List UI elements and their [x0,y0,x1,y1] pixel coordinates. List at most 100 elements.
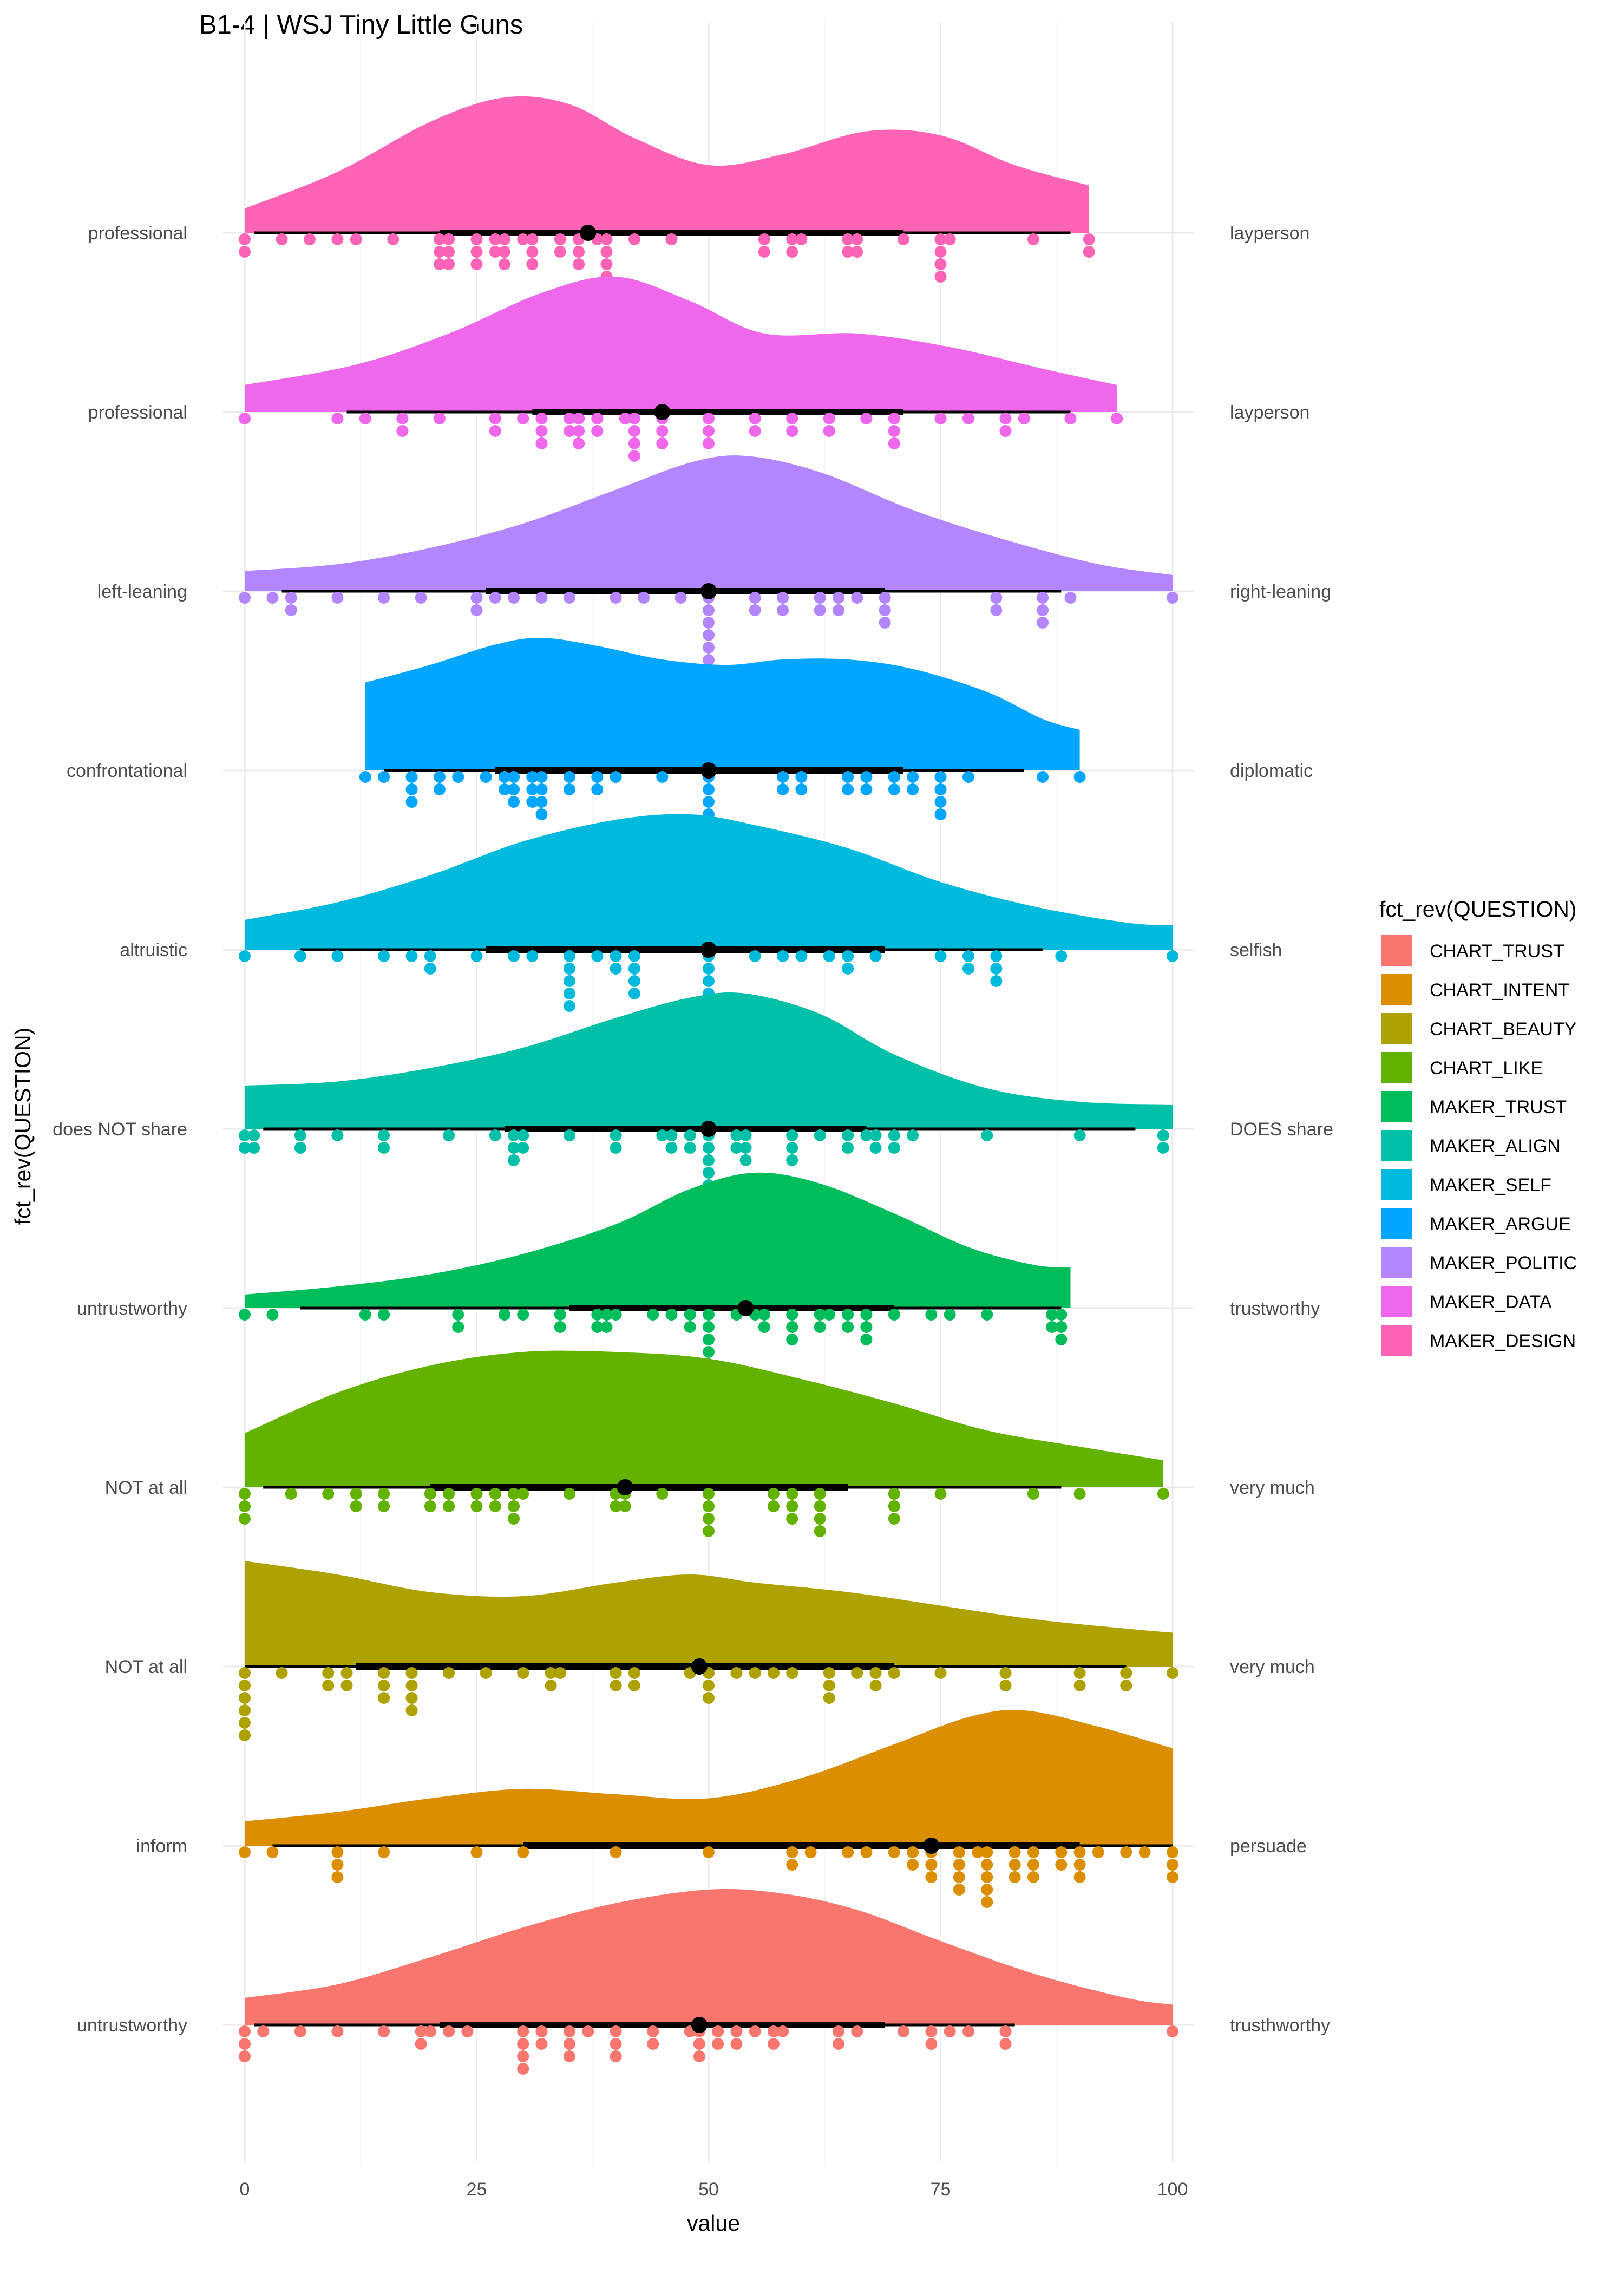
data-point [1157,1129,1169,1141]
data-point [981,1896,993,1908]
data-point [823,413,835,424]
data-point [452,771,464,783]
right-anchor-label: very much [1230,1478,1315,1498]
data-point [814,1488,826,1500]
data-point [1027,1871,1039,1883]
data-point [554,1321,566,1333]
data-point [470,604,483,616]
data-point [489,1500,501,1512]
data-point [331,2025,344,2037]
density-cloud [365,637,1080,770]
data-point [563,988,575,999]
data-point [981,1871,993,1883]
data-point [470,1488,483,1500]
data-point [517,1846,529,1858]
series-maker_design [239,96,1095,283]
data-point [535,783,548,795]
data-point [786,1334,798,1345]
data-point [888,1488,900,1500]
data-point [517,2063,529,2075]
data-point [405,1704,418,1716]
data-point [999,2038,1012,2050]
data-point [665,233,678,245]
data-point [962,771,974,783]
data-point [1073,1667,1086,1679]
data-point [1055,1321,1068,1333]
data-point [860,783,873,795]
data-point [860,771,873,783]
data-point [758,1321,770,1333]
data-point [703,654,715,666]
right-anchor-label: layperson [1230,223,1309,244]
data-point [749,425,761,437]
data-point [860,1309,873,1321]
data-point [934,1667,947,1679]
data-point [1120,1680,1132,1691]
data-point [962,413,974,424]
data-point [981,1309,993,1321]
data-point [239,592,251,604]
left-anchor-label: professional [88,402,187,423]
density-cloud [245,1710,1173,1846]
data-point [758,246,770,258]
data-point [573,437,585,449]
data-point [860,413,873,424]
median-point [923,1838,940,1854]
data-point [480,771,492,783]
data-point [786,1309,798,1321]
data-point [266,592,279,604]
data-point [563,963,575,975]
data-point [628,1667,640,1679]
data-point [239,1667,251,1679]
data-point [999,413,1012,424]
data-point [294,1142,306,1154]
data-point [378,1846,390,1858]
data-point [730,1667,743,1679]
data-point [1064,413,1077,424]
data-point [972,1846,984,1858]
data-point [563,783,575,795]
data-point [888,771,900,783]
data-point [1027,1859,1039,1871]
data-point [331,413,344,424]
data-point [470,233,483,245]
data-point [860,1334,873,1345]
data-point [814,1500,826,1512]
data-point [554,1309,566,1321]
data-point [433,413,446,424]
legend-key-maker_align [1381,1130,1412,1161]
data-point [777,783,789,795]
data-point [545,1667,557,1679]
data-point [405,950,418,962]
data-point [990,592,1003,604]
series-chart_intent [239,1710,1178,1908]
data-point [424,963,436,975]
data-point [1092,1846,1104,1858]
data-point [535,425,548,437]
data-point [999,1667,1012,1679]
data-point [387,233,400,245]
legend-label: MAKER_ARGUE [1430,1214,1571,1234]
data-point [814,1321,826,1333]
data-point [990,975,1003,987]
data-point [842,1142,854,1154]
data-point [647,2025,659,2037]
data-point [526,783,539,795]
median-point [700,583,717,599]
data-point [563,1000,575,1012]
data-point [869,950,882,962]
data-point [526,258,539,270]
x-tick-label: 75 [931,2179,951,2200]
data-point [573,258,585,270]
data-point [239,1129,251,1141]
data-point [749,2025,761,2037]
density-cloud [245,1889,1173,2025]
data-point [823,950,835,962]
data-point [628,425,640,437]
data-point [693,2050,705,2062]
data-point [517,1667,529,1679]
data-point [433,783,446,795]
data-point [508,950,520,962]
data-point [628,413,640,424]
data-point [517,2050,529,2062]
